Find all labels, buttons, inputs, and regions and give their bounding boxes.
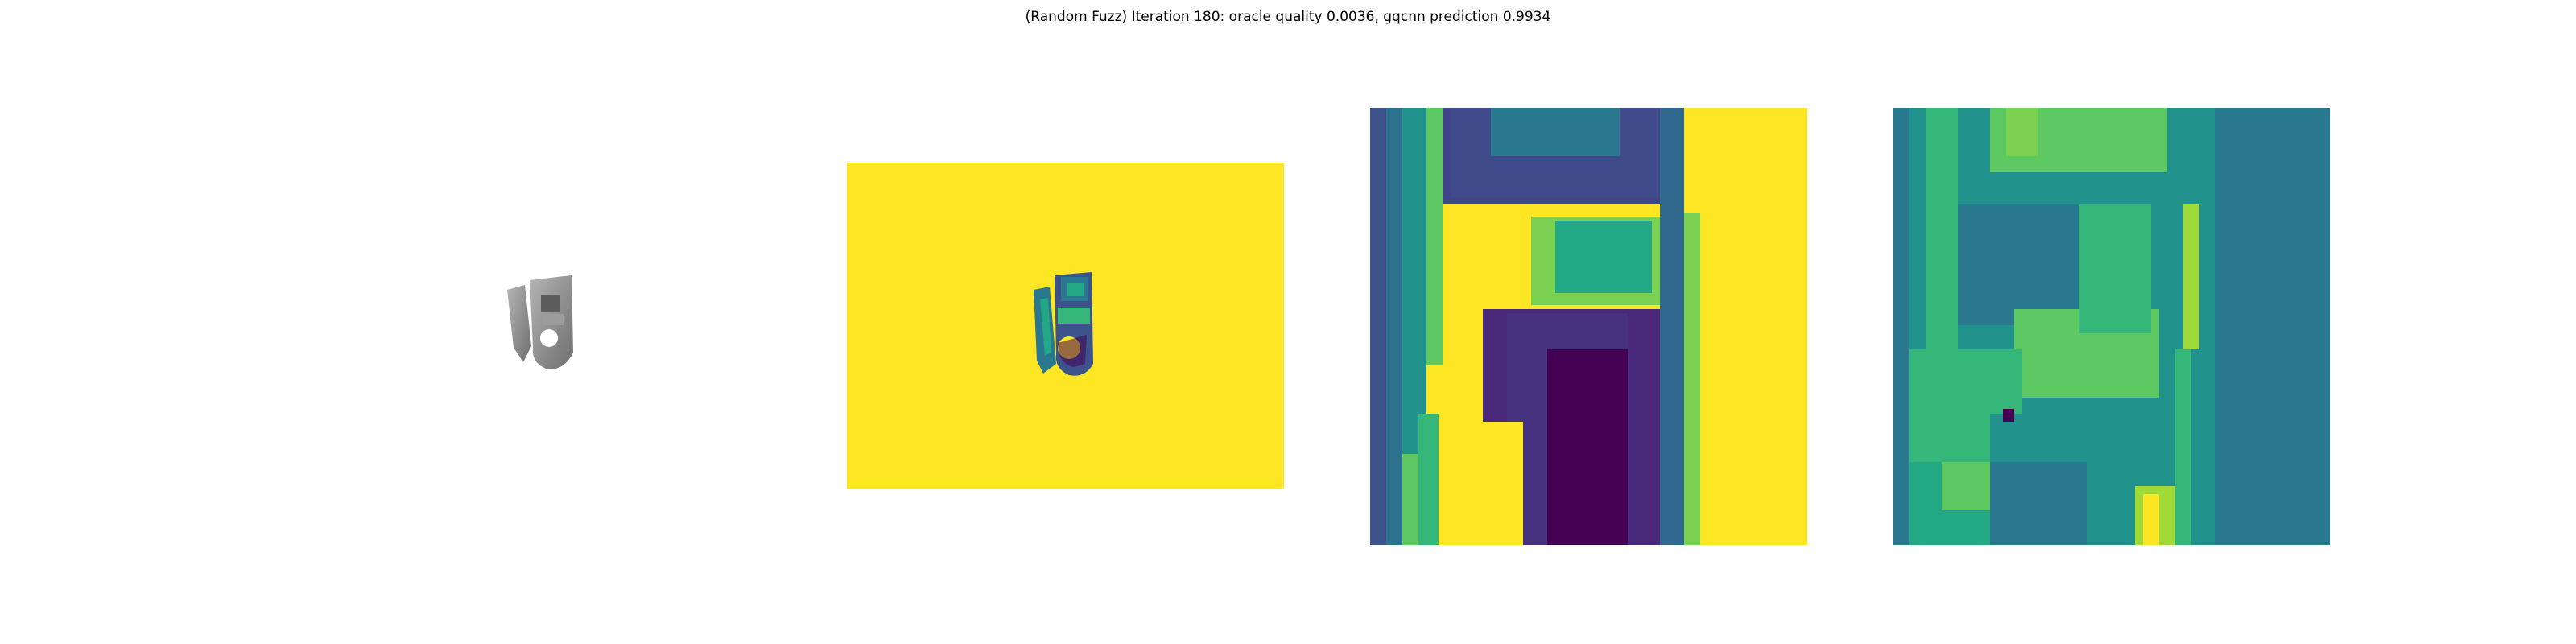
fuzzed-depth-crop-panel xyxy=(1893,108,2330,545)
depth-image xyxy=(847,163,1284,489)
depth-image-panel xyxy=(847,163,1284,489)
figure-title: (Random Fuzz) Iteration 180: oracle qual… xyxy=(1025,9,1551,25)
rendered-object-image xyxy=(507,275,573,369)
fuzzed-depth-crop-image xyxy=(1893,108,2330,545)
depth-crop-panel xyxy=(1370,108,1807,545)
depth-crop-image xyxy=(1370,108,1807,545)
rendered-object-panel xyxy=(483,258,596,386)
